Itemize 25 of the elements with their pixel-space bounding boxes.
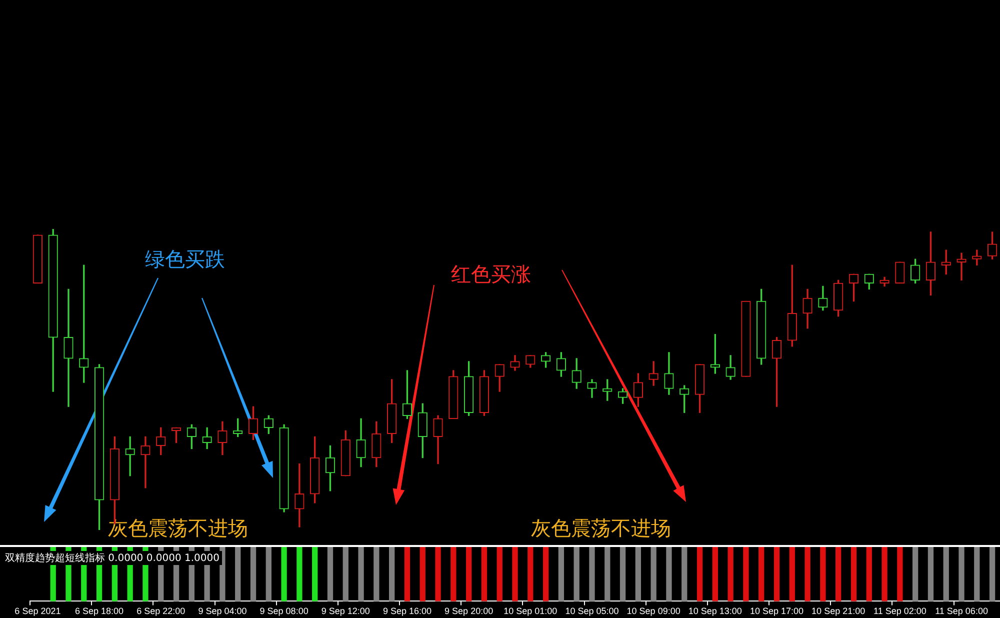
x-tick-label: 6 Sep 22:00	[136, 606, 186, 616]
x-tick-label: 10 Sep 05:00	[565, 606, 619, 616]
x-tick-label: 6 Sep 18:00	[75, 606, 124, 616]
annotation: 灰色震荡不进场	[531, 515, 671, 542]
candlestick	[294, 463, 304, 528]
x-tick-label: 11 Sep 06:00	[935, 606, 988, 616]
annotation: 红色买涨	[451, 261, 531, 288]
x-tick-label: 9 Sep 20:00	[444, 606, 494, 616]
x-tick-label: 10 Sep 13:00	[688, 606, 742, 616]
x-tick-label: 9 Sep 16:00	[382, 606, 432, 616]
x-tick-label: 9 Sep 12:00	[321, 606, 370, 616]
text: 双精度趋势超短线指标 0.0000 0.0000 1.0000	[3, 551, 222, 565]
candlestick	[125, 436, 135, 476]
x-tick-label: 6 Sep 2021	[14, 606, 61, 616]
x-tick-label: 10 Sep 01:00	[504, 606, 558, 616]
candlestick	[140, 436, 150, 488]
candlestick	[64, 288, 74, 407]
x-tick-label: 11 Sep 02:00	[873, 606, 926, 616]
x-tick-label: 10 Sep 09:00	[626, 606, 680, 616]
x-tick-label: 10 Sep 17:00	[750, 606, 804, 616]
candlestick	[956, 252, 966, 280]
annotation: 绿色买跌	[145, 246, 225, 273]
x-tick-label: 9 Sep 04:00	[198, 606, 247, 616]
x-tick-label: 10 Sep 21:00	[812, 606, 866, 616]
x-tick-label: 9 Sep 08:00	[260, 606, 308, 616]
